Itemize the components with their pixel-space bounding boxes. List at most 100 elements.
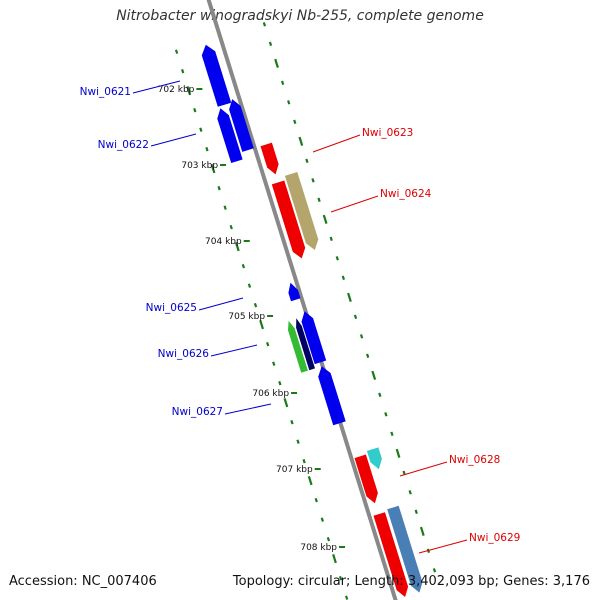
kbp-tick-label: 707 kbp xyxy=(276,465,313,475)
outer-track-tick xyxy=(268,41,273,47)
inner-track-tick xyxy=(247,283,252,288)
outer-track-tick xyxy=(280,80,285,86)
gene-leader-line xyxy=(418,539,468,554)
inner-track-tick xyxy=(181,68,185,74)
gene-arrow-nwi-0626c xyxy=(301,311,327,365)
gene-arrow-nwi-0621 xyxy=(201,44,232,107)
inner-track-tick xyxy=(241,263,246,269)
inner-track-tick xyxy=(296,439,300,444)
outer-track-tick xyxy=(311,178,315,183)
kbp-tick-label: 704 kbp xyxy=(205,237,242,247)
topology-text: Topology: circular; Length: 3,402,093 bp… xyxy=(232,574,590,589)
gene-leader-line xyxy=(399,461,448,477)
gene-arrow-nwi-0628a xyxy=(354,454,378,504)
inner-track-tick xyxy=(223,205,227,210)
inner-track-tick xyxy=(217,185,221,191)
gene-label: Nwi_0623 xyxy=(362,127,413,139)
gene-leader-line xyxy=(224,403,272,415)
inner-track-tick xyxy=(174,49,179,54)
inner-track-tick xyxy=(314,497,318,503)
inner-track-tick xyxy=(186,86,192,96)
outer-track-tick xyxy=(287,100,291,105)
outer-track-tick xyxy=(408,490,412,495)
outer-track-tick xyxy=(335,256,339,261)
outer-track-tick xyxy=(384,412,388,417)
outer-track-tick xyxy=(414,509,418,515)
inner-track-tick xyxy=(193,107,197,113)
gene-label: Nwi_0628 xyxy=(449,454,500,466)
inner-track-tick xyxy=(344,595,349,600)
inner-track-tick xyxy=(283,398,289,408)
inner-track-tick xyxy=(320,517,324,522)
inner-track-tick xyxy=(205,146,209,152)
kbp-tick-label: 702 kbp xyxy=(158,85,195,95)
kbp-tick-label: 708 kbp xyxy=(300,543,337,553)
inner-track-tick xyxy=(210,164,216,174)
inner-track-tick xyxy=(266,341,270,347)
outer-track-tick xyxy=(317,197,321,203)
outer-track-tick xyxy=(329,236,333,242)
outer-track-tick xyxy=(322,214,328,224)
inner-track-tick xyxy=(278,380,282,386)
outer-track-tick xyxy=(305,158,309,164)
outer-track-tick xyxy=(262,22,267,27)
gene-arrow-nwi-0623 xyxy=(260,142,279,175)
gene-arrow-nwi-0628b xyxy=(366,447,382,470)
outer-track-tick xyxy=(293,119,297,125)
gene-arrow-nwi-0625 xyxy=(288,282,301,302)
gene-label: Nwi_0629 xyxy=(469,532,520,544)
inner-track-tick xyxy=(272,361,276,366)
gene-label: Nwi_0621 xyxy=(80,86,131,98)
gene-label: Nwi_0625 xyxy=(146,302,197,314)
outer-track-tick xyxy=(419,526,425,536)
kbp-tick-label: 706 kbp xyxy=(252,389,289,399)
gene-arrow-nwi-0624a xyxy=(271,180,306,259)
inner-track-tick xyxy=(259,320,264,330)
outer-track-tick xyxy=(298,136,304,146)
outer-track-tick xyxy=(432,568,437,573)
outer-track-tick xyxy=(353,314,358,320)
outer-track-tick xyxy=(341,275,346,281)
outer-track-tick xyxy=(378,392,382,398)
map-title: Nitrobacter winogradskyi Nb-255, complet… xyxy=(116,8,484,24)
outer-track-tick xyxy=(402,470,406,476)
outer-track-tick xyxy=(359,334,364,339)
outer-track-tick xyxy=(371,370,377,380)
gene-arrow-nwi-0624b xyxy=(284,172,319,250)
gene-arrow-nwi-0629b xyxy=(387,505,423,593)
outer-track-tick xyxy=(347,292,352,302)
gene-label: Nwi_0622 xyxy=(98,139,149,151)
gene-arrow-nwi-0622 xyxy=(217,108,243,163)
gene-leader-line xyxy=(330,195,379,213)
gene-label: Nwi_0626 xyxy=(158,348,210,360)
inner-track-tick xyxy=(253,302,258,308)
inner-track-tick xyxy=(326,536,331,542)
gene-leader-line xyxy=(150,133,197,147)
gene-leader-line xyxy=(132,80,181,94)
inner-track-tick xyxy=(307,476,313,486)
genome-backbone xyxy=(206,0,398,600)
gene-bar-nwi-0626a xyxy=(288,320,308,373)
inner-track-tick xyxy=(302,458,306,464)
inner-track-tick xyxy=(332,554,337,564)
accession-text: Accession: NC_007406 xyxy=(9,574,157,589)
outer-track-tick xyxy=(366,353,370,359)
outer-track-tick xyxy=(395,448,401,458)
gene-arrow-nwi-0629a xyxy=(373,512,409,597)
kbp-tick-label: 705 kbp xyxy=(228,312,265,322)
inner-track-tick xyxy=(229,224,233,230)
gene-arrow-nwi-0627 xyxy=(318,366,346,426)
gene-label: Nwi_0627 xyxy=(172,406,223,418)
outer-track-tick xyxy=(390,431,394,437)
gene-leader-line xyxy=(198,297,244,311)
gene-arrow-nwi-0622b xyxy=(229,99,254,152)
outer-track-tick xyxy=(274,58,279,68)
gene-leader-line xyxy=(312,134,361,153)
gene-label: Nwi_0624 xyxy=(380,188,432,200)
inner-track-tick xyxy=(338,575,343,581)
inner-track-tick xyxy=(199,127,203,132)
gene-bar-nwi-0626b xyxy=(296,318,315,371)
inner-track-tick xyxy=(234,242,240,252)
